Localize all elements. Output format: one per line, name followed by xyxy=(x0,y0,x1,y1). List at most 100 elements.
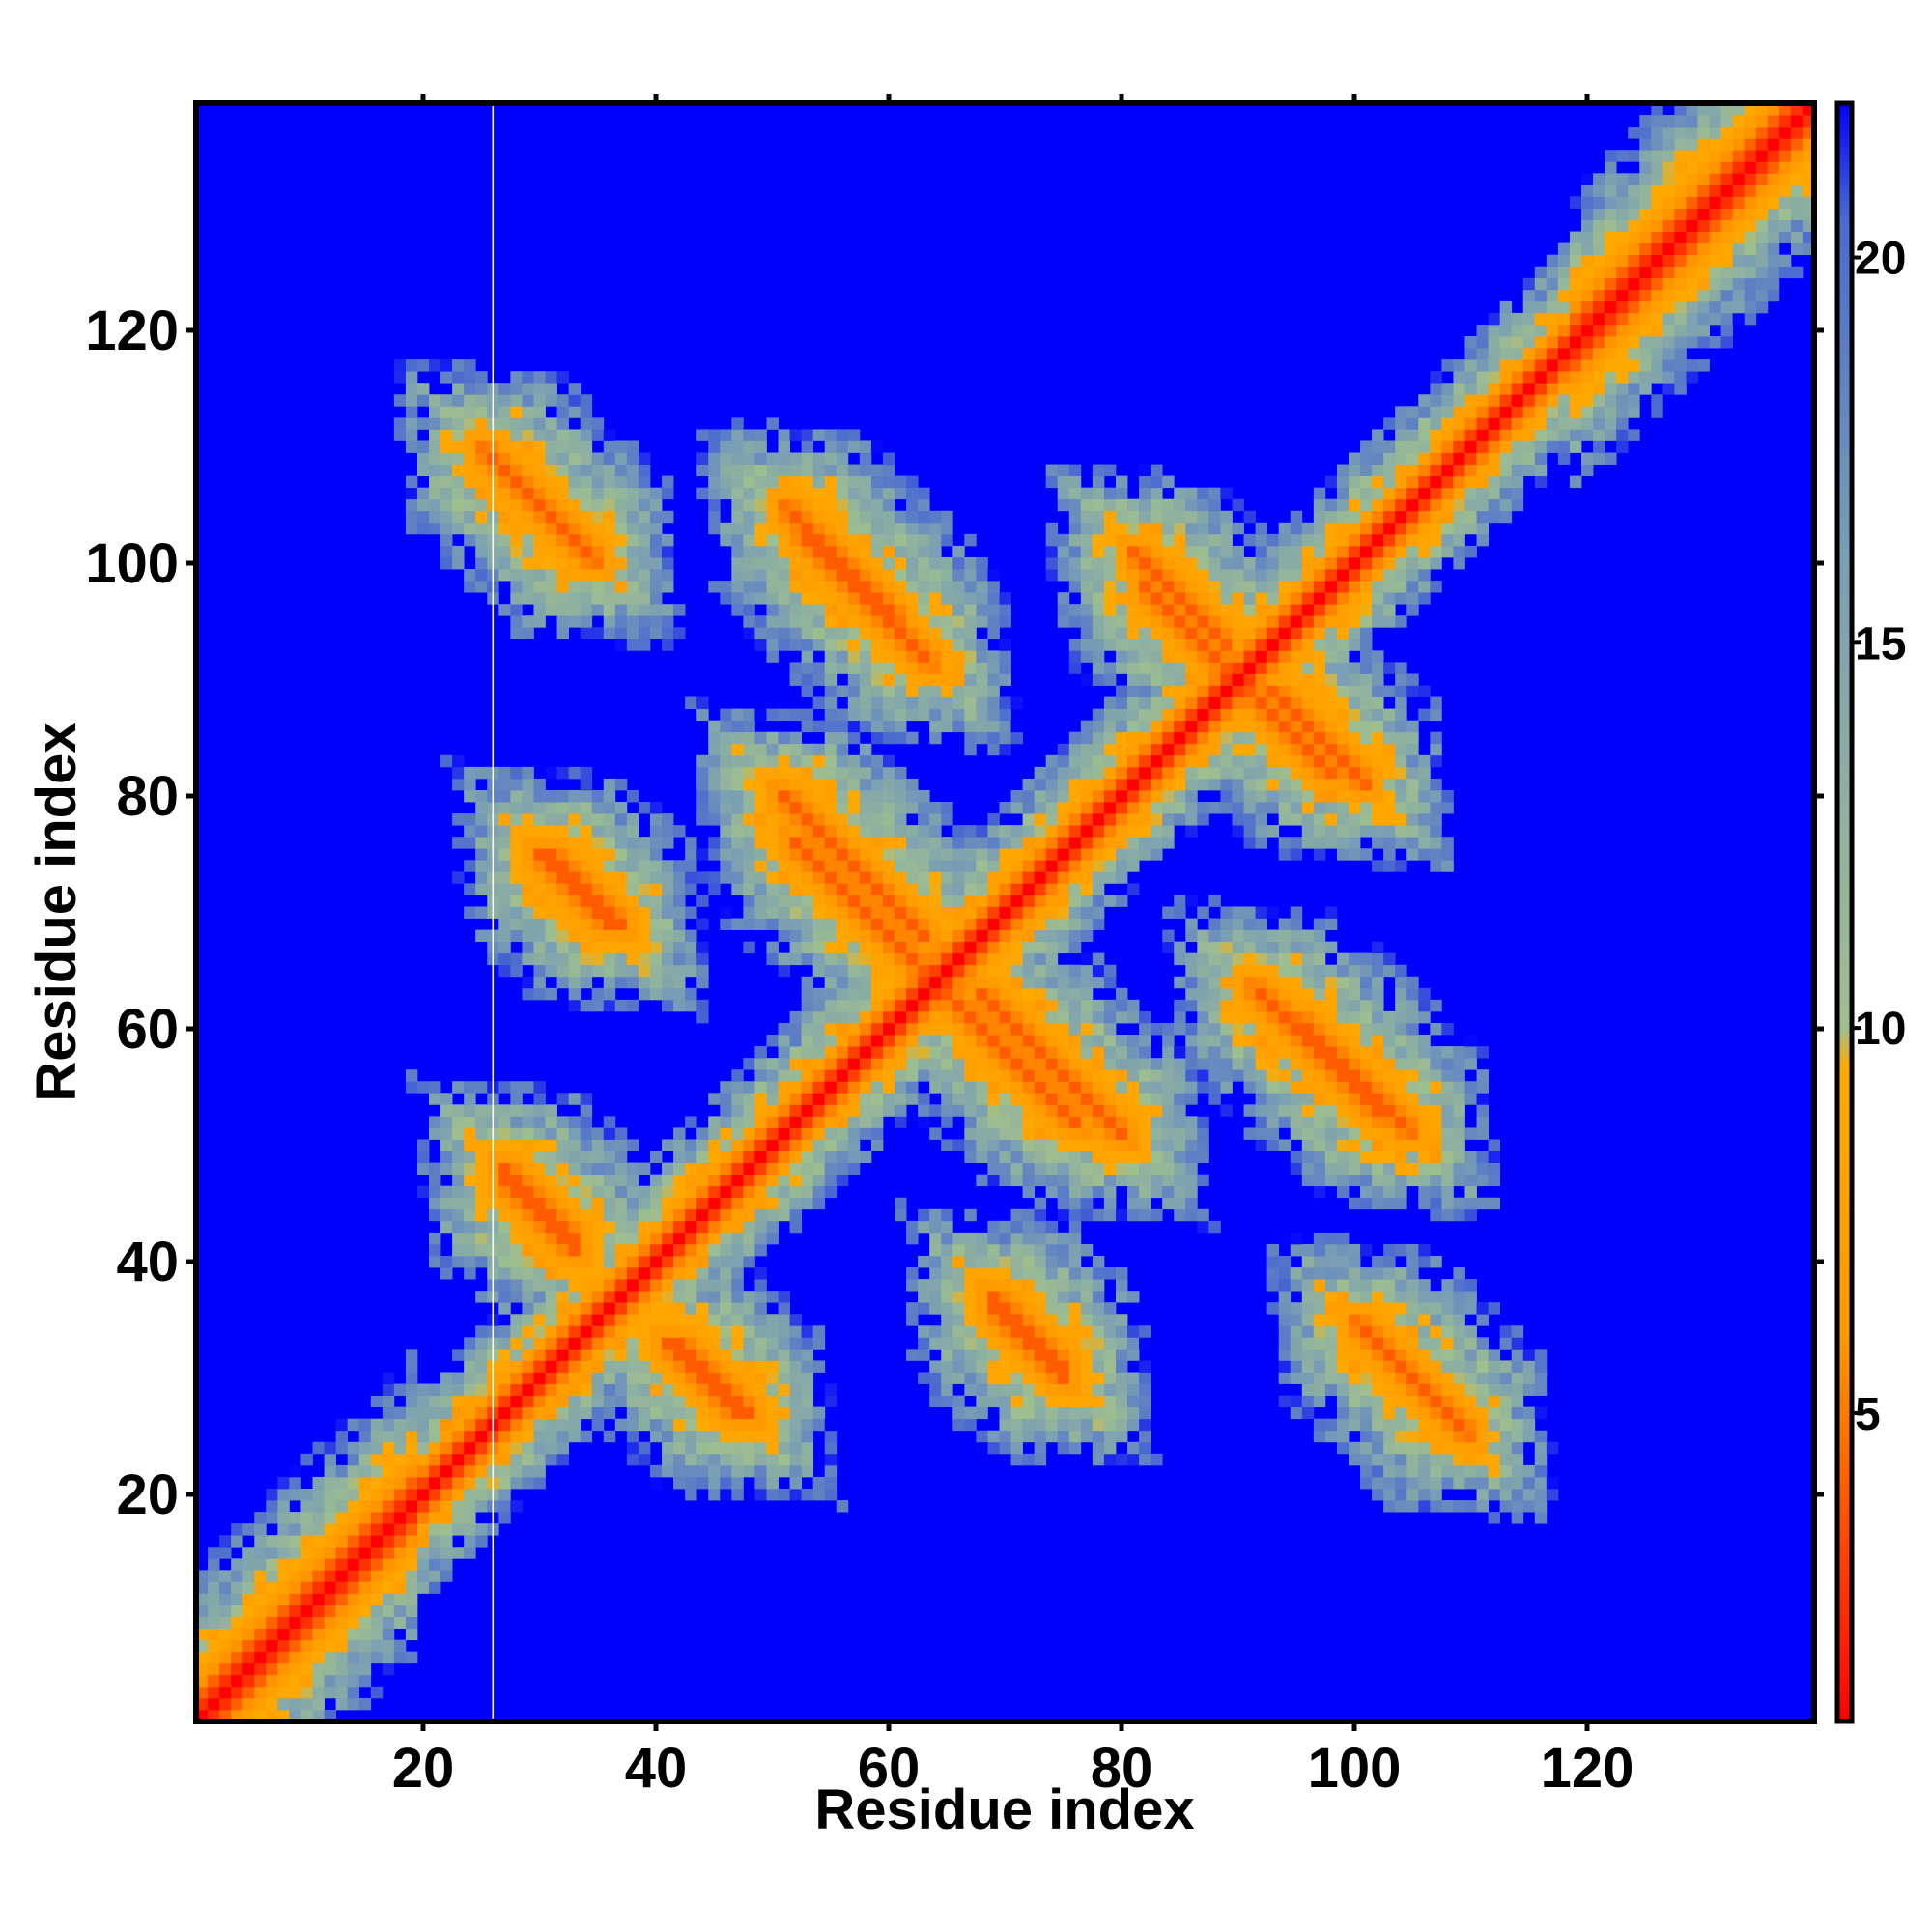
heatmap-cell xyxy=(929,802,942,814)
heatmap-cell xyxy=(1092,1116,1105,1128)
heatmap-cell xyxy=(929,1058,942,1070)
heatmap-cell xyxy=(475,883,488,895)
heatmap-cell xyxy=(510,1174,523,1187)
heatmap-cell xyxy=(1115,778,1128,791)
heatmap-cell xyxy=(452,522,465,535)
heatmap-cell xyxy=(1022,1174,1036,1187)
heatmap-cell xyxy=(475,1081,488,1094)
heatmap-cell xyxy=(533,581,546,593)
heatmap-cell xyxy=(440,1441,453,1455)
heatmap-cell xyxy=(1197,510,1209,524)
heatmap-cell xyxy=(440,545,453,558)
heatmap-cell xyxy=(1057,1395,1070,1408)
heatmap-cell xyxy=(743,1104,755,1117)
heatmap-cell xyxy=(731,1325,744,1338)
heatmap-cell xyxy=(614,592,628,605)
heatmap-cell xyxy=(801,522,814,535)
heatmap-cell xyxy=(870,685,884,697)
heatmap-cell xyxy=(1139,1069,1151,1082)
heatmap-cell xyxy=(1103,1430,1117,1443)
heatmap-cell xyxy=(522,837,534,849)
heatmap-cell xyxy=(941,1046,953,1059)
heatmap-cell xyxy=(626,1430,639,1443)
heatmap-cell xyxy=(789,837,803,849)
heatmap-cell xyxy=(522,802,534,814)
heatmap-cell xyxy=(847,615,861,628)
heatmap-cell xyxy=(522,383,534,395)
heatmap-cell xyxy=(836,789,849,803)
heatmap-cell xyxy=(976,848,988,861)
heatmap-cell xyxy=(1080,1010,1094,1024)
heatmap-cell xyxy=(277,1558,290,1571)
heatmap-cell xyxy=(545,952,557,966)
heatmap-cell xyxy=(242,1628,255,1641)
heatmap-cell xyxy=(498,1116,511,1128)
heatmap-cell xyxy=(556,1279,570,1292)
heatmap-cell xyxy=(1115,615,1128,628)
heatmap-cell xyxy=(452,1208,465,1222)
heatmap-cell xyxy=(720,1093,732,1105)
heatmap-cell xyxy=(522,860,534,872)
heatmap-cell xyxy=(824,452,838,465)
heatmap-cell xyxy=(720,1127,732,1140)
heatmap-cell xyxy=(1045,545,1059,558)
heatmap-cell xyxy=(533,941,546,954)
heatmap-cell xyxy=(277,1686,290,1699)
heatmap-cell xyxy=(987,1022,1000,1036)
heatmap-cell xyxy=(475,569,488,582)
heatmap-cell xyxy=(1220,592,1233,605)
heatmap-cell xyxy=(440,522,453,535)
heatmap-cell xyxy=(976,604,988,616)
heatmap-cell xyxy=(731,1267,744,1280)
heatmap-cell xyxy=(580,1162,593,1176)
heatmap-cell xyxy=(208,1639,220,1653)
heatmap-cell xyxy=(1034,1174,1047,1187)
heatmap-cell xyxy=(999,650,1011,663)
heatmap-cell xyxy=(1022,976,1036,989)
heatmap-cell xyxy=(464,533,476,547)
heatmap-cell xyxy=(556,615,570,628)
heatmap-cell xyxy=(1220,545,1233,558)
heatmap-cell xyxy=(545,1127,557,1140)
heatmap-cell xyxy=(696,1337,709,1350)
heatmap-cell xyxy=(358,1616,372,1629)
heatmap-cell xyxy=(870,1035,884,1047)
heatmap-cell xyxy=(929,1372,942,1384)
heatmap-cell xyxy=(440,452,453,465)
heatmap-cell xyxy=(847,1069,861,1082)
heatmap-cell xyxy=(812,1010,826,1024)
heatmap-cell xyxy=(1092,1185,1105,1199)
heatmap-cell xyxy=(1266,1104,1280,1117)
heatmap-cell xyxy=(464,1535,476,1548)
heatmap-cell xyxy=(1162,685,1175,697)
heatmap-cell xyxy=(836,1116,849,1128)
heatmap-cell xyxy=(1092,1383,1105,1396)
heatmap-cell xyxy=(720,1197,732,1210)
heatmap-cell xyxy=(1243,1010,1256,1024)
heatmap-cell xyxy=(498,556,511,570)
heatmap-cell xyxy=(429,1441,441,1455)
heatmap-cell xyxy=(498,498,511,512)
heatmap-cell xyxy=(754,592,767,605)
heatmap-cell xyxy=(1208,743,1221,756)
heatmap-cell xyxy=(766,464,779,477)
heatmap-cell xyxy=(976,1360,988,1373)
heatmap-cell xyxy=(812,604,826,616)
heatmap-cell xyxy=(591,604,605,616)
heatmap-cell xyxy=(1092,533,1105,547)
heatmap-cell xyxy=(626,789,639,803)
heatmap-cell xyxy=(918,1255,930,1268)
heatmap-cell xyxy=(522,498,534,512)
heatmap-cell xyxy=(964,639,977,651)
heatmap-cell xyxy=(1139,522,1151,535)
heatmap-cell xyxy=(918,895,930,907)
heatmap-cell xyxy=(859,766,872,780)
heatmap-cell xyxy=(847,778,861,791)
heatmap-cell xyxy=(533,604,546,616)
heatmap-cell xyxy=(300,1697,313,1711)
heatmap-cell xyxy=(778,498,790,512)
heatmap-cell xyxy=(708,1162,721,1176)
heatmap-cell xyxy=(720,789,732,803)
heatmap-cell xyxy=(895,848,907,861)
heatmap-cell xyxy=(1278,976,1292,989)
